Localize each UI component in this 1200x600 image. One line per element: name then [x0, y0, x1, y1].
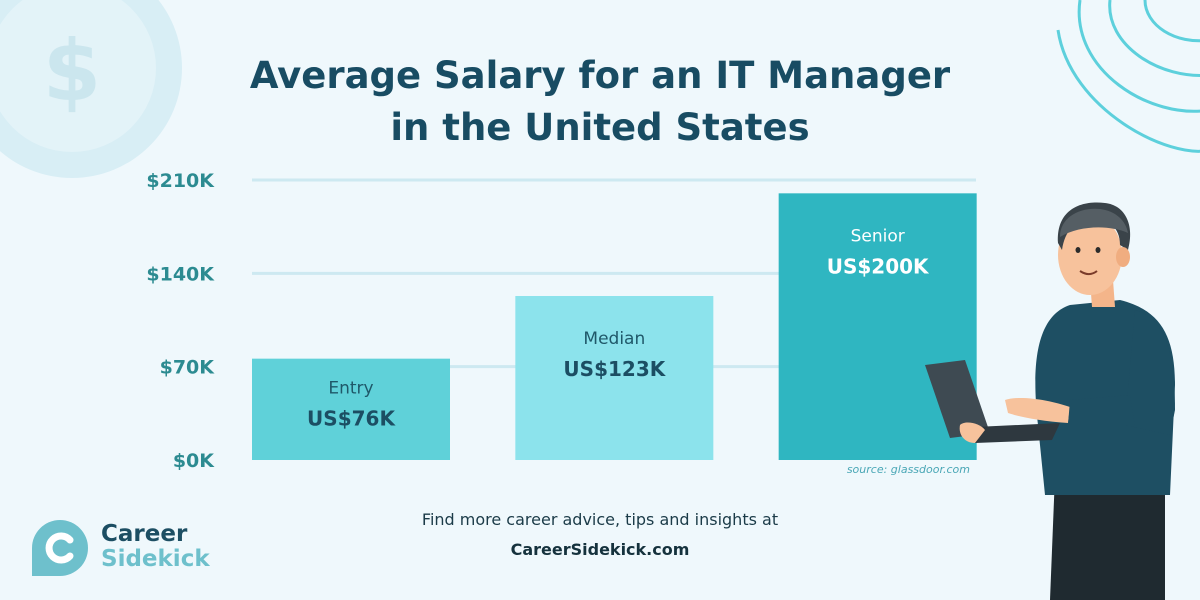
- bar-labels: Entry US$76K Median US$123K Senior US$200K: [307, 226, 930, 430]
- chart-bars: [252, 193, 977, 461]
- bar-category-label: Median: [583, 329, 645, 349]
- person-with-laptop-illustration: [925, 202, 1175, 600]
- bar-value-label: US$76K: [307, 406, 396, 430]
- footer-link[interactable]: CareerSidekick.com: [510, 540, 690, 559]
- bar-value-label: US$200K: [827, 254, 930, 278]
- y-tick-label: $70K: [160, 357, 216, 379]
- y-tick-label: $0K: [173, 450, 215, 472]
- career-sidekick-logo[interactable]: Career Sidekick: [28, 516, 228, 580]
- y-tick-label: $210K: [146, 170, 215, 192]
- bar-category-label: Entry: [328, 378, 373, 398]
- footer-text: Find more career advice, tips and insigh…: [421, 510, 779, 529]
- dollar-sign-icon: $: [43, 22, 101, 120]
- coin-inner: [0, 0, 156, 152]
- title-line-2: in the United States: [390, 106, 810, 149]
- logo-line-2: Sidekick: [101, 546, 210, 572]
- logo-text: Career Sidekick: [101, 522, 210, 572]
- chart-title: Average Salary for an IT Manager in the …: [150, 50, 1050, 154]
- footer: Find more career advice, tips and insigh…: [330, 508, 870, 562]
- logo-line-1: Career: [101, 521, 188, 547]
- y-axis-ticks: $0K $70K $140K $210K: [146, 170, 215, 472]
- source-note: source: glassdoor.com: [846, 463, 970, 476]
- bar-category-label: Senior: [851, 226, 905, 246]
- bar-entry: [252, 358, 450, 460]
- y-tick-label: $140K: [146, 263, 215, 285]
- logo-icon: [32, 520, 88, 576]
- bar-value-label: US$123K: [563, 357, 666, 381]
- title-line-1: Average Salary for an IT Manager: [249, 54, 951, 97]
- bar-median: [515, 296, 714, 460]
